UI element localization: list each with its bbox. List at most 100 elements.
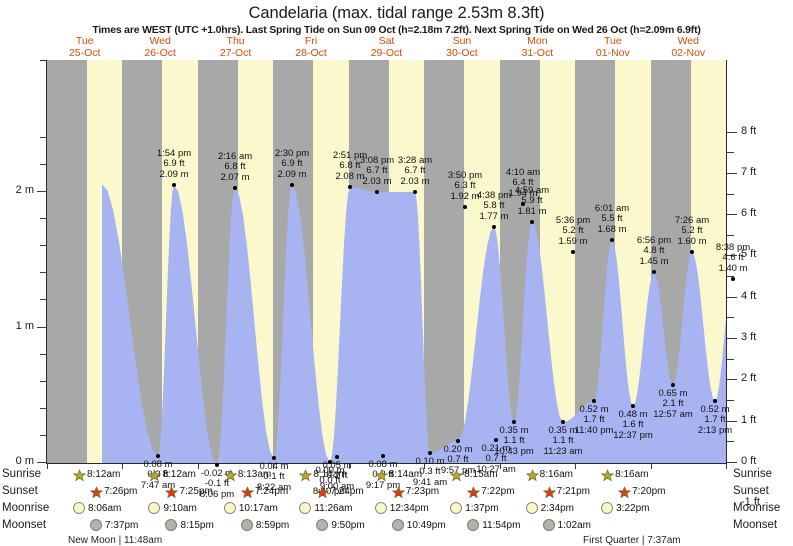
astro-moonrise-time: 3:22pm [616,503,650,514]
low-tide-marker [713,399,717,403]
high-tide-label: 2:51 pm 6.8 ft 2.08 m [333,150,367,182]
y-tick-left [40,272,47,273]
low-tide-marker [381,454,385,458]
astro-moonset-time: 11:54pm [482,520,521,531]
astro-row-label-moonset-right: Moonset [733,519,778,531]
astro-row-label-moonset-left: Moonset [2,519,47,531]
low-tide-marker [512,420,516,424]
moon-phase-name: New Moon [68,535,116,546]
high-tide-label: 4:59 am 5.9 ft 1.81 m [515,185,549,217]
y-axis-label-ft: 2 ft [741,372,757,385]
y-tick-left [37,327,47,328]
day-date: 02-Nov [671,46,706,59]
day-date: 25-Oct [68,46,101,59]
low-tide-m: 0.52 m [579,404,609,415]
astro-moonset-item: 7:37pm [90,519,138,534]
y-tick-right [727,421,737,422]
y-axis-label-ft: 4 ft [741,289,757,302]
low-tide-marker [272,456,276,460]
day-header-29-oct: Sat 29-Oct [349,35,424,59]
x-tick [499,464,501,469]
y-axis-label-ft: 8 ft [741,124,757,137]
high-tide-marker [652,270,656,274]
sunset-star-icon [467,486,481,500]
astro-sunrise-item: 8:16am [525,468,573,483]
low-tide-ft: 1.1 ft [552,435,574,447]
day-of-week: Tue [75,35,94,47]
y-tick-right [727,379,737,380]
low-tide-label: 0.04 m 0.1 ft 8:22 am [257,461,291,493]
low-tide-m: 0.48 m [618,409,648,420]
y-tick-right [727,255,737,256]
y-tick-right [727,441,734,442]
low-tide-label: 0.48 m 1.6 ft 12:37 pm [613,409,653,441]
moon-phase-caption: First Quarter | 7:37am [583,535,681,546]
y-tick-left [40,164,47,165]
low-tide-m: 0.04 m [259,461,289,472]
low-tide-marker [428,451,432,455]
moonrise-circle-icon [601,502,615,517]
y-axis-label-ft: 7 ft [741,165,757,178]
high-tide-m: 2.03 m [362,175,392,187]
high-tide-label: 3:50 pm 6.3 ft 1.92 m [448,170,482,202]
astro-sunset-item: 7:20pm [618,485,665,500]
x-tick [650,464,652,469]
day-of-week: Thu [226,35,245,47]
sunrise-star-icon [73,469,86,483]
y-axis-label-ft: 1 ft [741,413,757,426]
y-axis-label-m: 1 m [15,319,34,332]
astro-sunrise-time: 8:13am [237,469,272,480]
low-tide-label: 0.20 m 0.7 ft 9:57 pm [440,444,476,476]
low-tide-m: 0.00 m [315,465,345,476]
astro-moonrise-item: 3:22pm [601,502,649,517]
axis-right-line [726,60,727,464]
day-date: 26-Oct [144,46,176,59]
high-tide-ft: 5.8 ft [483,200,505,212]
night-band [47,60,87,463]
sunrise-star-icon [299,469,313,483]
astro-row-label-moonrise-left: Moonrise [2,502,50,514]
y-tick-right [727,338,737,339]
high-tide-marker [492,225,496,229]
astro-sunset-item: 7:25pm [165,485,213,500]
moonset-circle-icon [240,519,255,534]
y-tick-right [727,214,737,215]
high-tide-label: 8:38 pm 4.6 ft 1.40 m [716,242,750,274]
day-of-week: Mon [527,35,548,47]
sunset-star-icon [165,486,179,500]
tide-plot-area [47,60,726,463]
low-tide-m: 0.10 m [415,456,445,467]
low-tide-time: 9:00 am [319,480,355,492]
high-tide-label: 6:56 pm 4.8 ft 1.45 m [637,235,671,267]
high-tide-m: 1.60 m [677,235,707,247]
y-tick-left [40,137,47,138]
low-tide-marker [671,383,675,387]
low-tide-time: 8:40 pm [312,485,348,497]
day-date: 29-Oct [370,46,403,59]
day-date: 28-Oct [295,46,327,59]
x-tick [424,464,426,469]
astro-sunrise-item: 8:13am [224,468,271,483]
low-tide-m: 0.08 m [143,459,173,470]
low-tide-time: 9:57 pm [440,464,476,476]
high-tide-m: 2.03 m [400,175,430,187]
high-tide-m: 1.81 m [517,205,547,217]
day-header-28-oct: Fri 28-Oct [273,35,348,59]
high-tide-time: 3:08 pm [359,155,395,166]
high-tide-marker [172,183,176,187]
astro-moonset-item: 11:54pm [467,519,520,534]
y-tick-right [727,462,737,463]
y-tick-left [40,299,47,300]
high-tide-m: 2.09 m [159,168,189,180]
low-tide-time: 12:57 am [653,408,693,420]
high-tide-time: 4:10 am [505,167,541,178]
astro-sunset-time: 7:21pm [556,486,591,497]
astro-sunset-item: 7:24pm [241,485,288,500]
y-tick-right [727,400,734,401]
high-tide-label: 4:38 pm 5.8 ft 1.77 m [477,190,511,222]
astro-moonrise-time: 12:34pm [389,503,429,514]
astro-moonset-time: 1:02am [557,520,592,531]
low-tide-marker [494,438,498,442]
astro-sunrise-time: 8:16am [615,469,649,480]
